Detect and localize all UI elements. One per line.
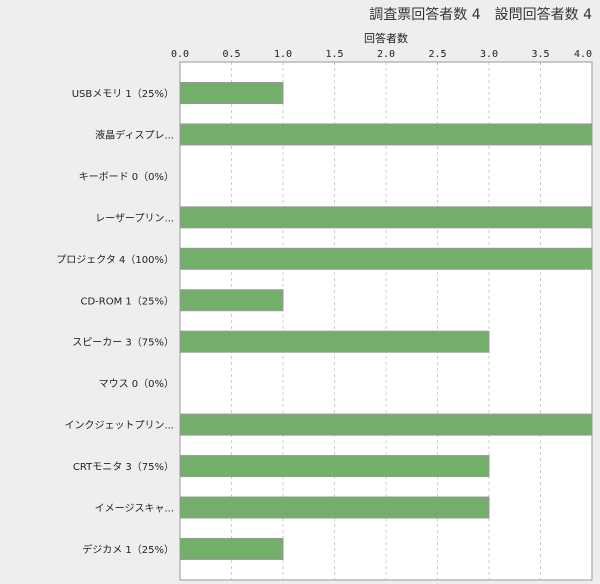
bar — [179, 123, 593, 146]
bar — [179, 330, 490, 353]
x-tick-label: 2.5 — [428, 49, 446, 60]
category-label: レーザープリン... — [95, 212, 174, 224]
x-tick-label: 0.5 — [222, 49, 240, 60]
category-label: USBメモリ 1（25%） — [72, 88, 174, 100]
x-tick-label: 3.5 — [531, 49, 549, 60]
category-label: イメージスキャ... — [95, 504, 174, 515]
bar — [179, 537, 284, 560]
bar — [179, 82, 284, 104]
category-label: デジカメ 1（25%） — [82, 543, 174, 556]
category-label: CD-ROM 1（25%） — [80, 295, 174, 307]
category-label: マウス 0（0%） — [99, 378, 174, 390]
plot-border — [179, 61, 593, 581]
x-tick-label: 4.0 — [574, 49, 592, 60]
bar — [179, 206, 593, 229]
x-tick-label: 3.0 — [480, 49, 498, 60]
category-label: CRTモニタ 3（75%） — [73, 461, 174, 473]
bar — [179, 496, 490, 519]
category-label: 液晶ディスプレ... — [95, 128, 174, 141]
category-label: インクジェットプリン... — [64, 420, 174, 432]
x-tick-label: 0.0 — [171, 49, 189, 60]
x-tick-label: 1.0 — [274, 49, 292, 60]
bar — [179, 455, 490, 478]
bar — [179, 247, 593, 270]
bar — [179, 289, 284, 312]
category-label: スピーカー 3（75%） — [72, 337, 174, 349]
category-label: キーボード 0（0%） — [79, 171, 174, 183]
chart-title: 調査票回答者数 4 設問回答者数 4 — [369, 7, 592, 23]
x-axis-label: 回答者数 — [364, 32, 408, 45]
category-label: プロジェクタ 4（100%） — [56, 254, 174, 266]
bar — [179, 413, 593, 436]
x-tick-label: 2.0 — [377, 49, 395, 60]
x-tick-label: 1.5 — [325, 49, 343, 60]
